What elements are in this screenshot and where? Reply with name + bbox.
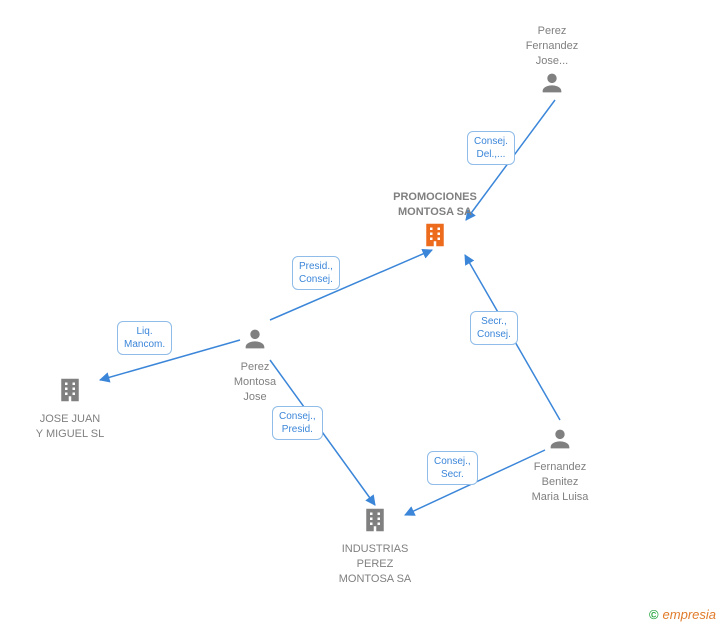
building-icon [330,505,420,540]
building-icon [25,375,115,410]
node-person-perez-montosa[interactable]: Perez Montosa Jose [210,325,300,404]
node-person-perez-fernandez[interactable]: Perez Fernandez Jose... [507,22,597,101]
node-person-fernandez-benitez[interactable]: Fernandez Benitez Maria Luisa [515,425,605,504]
edge-label: Consej. Del.,... [467,131,515,165]
edge-label: Presid., Consej. [292,256,340,290]
node-label: JOSE JUAN Y MIGUEL SL [25,412,115,442]
edge-label: Consej., Presid. [272,406,323,440]
person-icon [507,69,597,102]
node-label: Perez Fernandez Jose... [507,24,597,69]
edge-label: Consej., Secr. [427,451,478,485]
copyright-symbol: © [649,607,659,622]
node-label: PROMOCIONES MONTOSA SA [390,190,480,220]
watermark-text: empresia [663,607,716,622]
building-icon [390,220,480,255]
edge-label: Liq. Mancom. [117,321,172,355]
node-label: INDUSTRIAS PEREZ MONTOSA SA [330,542,420,587]
person-icon [210,325,300,358]
person-icon [515,425,605,458]
node-label: Perez Montosa Jose [210,360,300,405]
node-company-industrias-perez-montosa[interactable]: INDUSTRIAS PEREZ MONTOSA SA [330,505,420,586]
node-label: Fernandez Benitez Maria Luisa [515,460,605,505]
node-company-promociones-montosa[interactable]: PROMOCIONES MONTOSA SA [390,188,480,255]
node-company-jose-juan-miguel[interactable]: JOSE JUAN Y MIGUEL SL [25,375,115,442]
edge-label: Secr., Consej. [470,311,518,345]
diagram-canvas: Perez Fernandez Jose... PROMOCIONES MONT… [0,0,728,630]
watermark: © empresia [649,607,716,622]
